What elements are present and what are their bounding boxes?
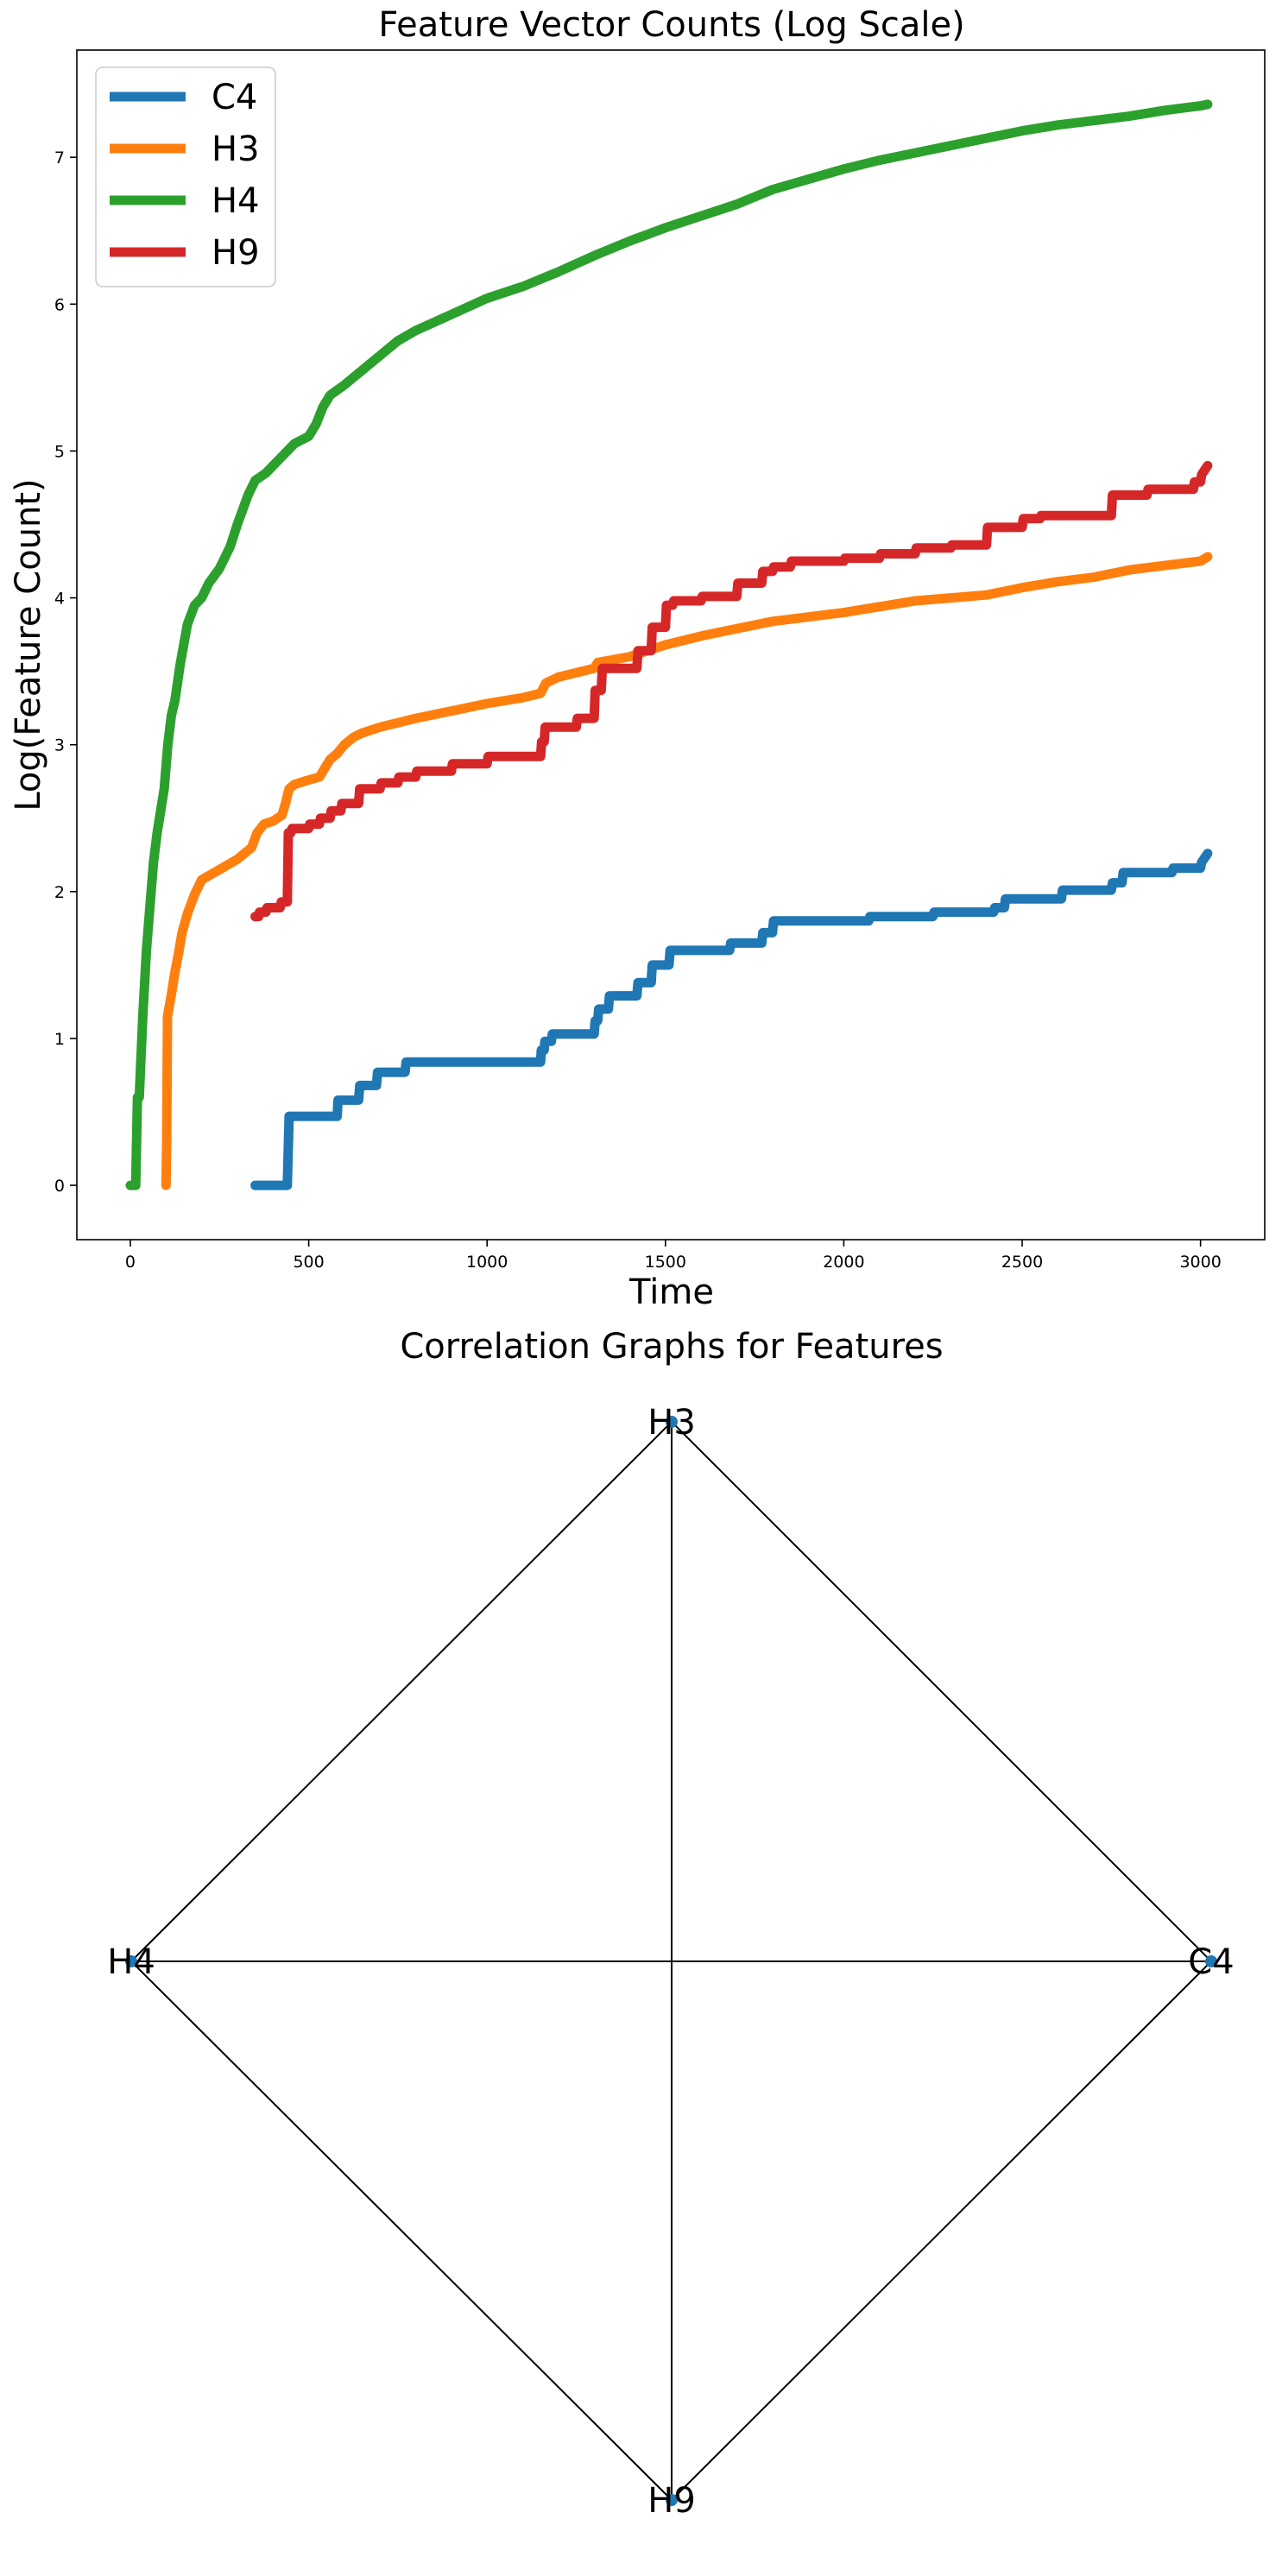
- graph-node-h4: [125, 1955, 137, 1967]
- x-tick-label: 500: [293, 1253, 324, 1272]
- y-tick: 4: [54, 590, 77, 609]
- graph-nodes: [125, 1416, 1217, 2506]
- y-tick-label: 2: [54, 883, 65, 902]
- x-tick: 0: [125, 1240, 136, 1272]
- x-tick-label: 3000: [1179, 1253, 1221, 1272]
- legend-label: H9: [212, 233, 260, 273]
- y-tick: 5: [54, 442, 77, 461]
- legend-entry-c4: C4: [110, 78, 257, 117]
- x-tick: 500: [293, 1240, 325, 1272]
- chart-title: Feature Vector Counts (Log Scale): [378, 5, 964, 45]
- x-tick: 3000: [1179, 1240, 1222, 1272]
- legend: C4 H3 H4 H9: [95, 66, 276, 287]
- y-tick: 1: [54, 1030, 77, 1049]
- x-tick-label: 1000: [466, 1253, 508, 1272]
- series-line-h4: [125, 99, 1213, 1190]
- graph-edges: [130, 1421, 1212, 2501]
- graph-node-h3: [666, 1416, 678, 1428]
- graph-edge-h4-h9: [130, 1960, 673, 2501]
- plot-area-frame: [76, 49, 1266, 1241]
- y-tick-label: 3: [54, 736, 65, 755]
- y-tick: 3: [54, 736, 77, 755]
- x-axis-ticks: 0 500 1000 1500 2000 2500 3000: [125, 1240, 1222, 1272]
- x-tick: 2000: [823, 1240, 865, 1272]
- y-tick: 7: [54, 148, 77, 167]
- y-tick-label: 0: [54, 1177, 65, 1196]
- graph-node-labels: H3 H4 C4 H9: [107, 1403, 1234, 2521]
- graph-edge-h3-c4: [671, 1421, 1212, 1962]
- series-line-h9: [250, 460, 1213, 922]
- series-line-h3: [161, 552, 1213, 1190]
- legend-box: [95, 66, 276, 287]
- x-tick: 1000: [466, 1240, 508, 1272]
- graph-edge-c4-h9: [671, 1960, 1212, 2501]
- graph-node-label-c4: C4: [1188, 1942, 1234, 1982]
- y-tick-label: 5: [54, 442, 65, 461]
- series-line-c4: [250, 849, 1213, 1190]
- y-tick: 0: [54, 1177, 77, 1196]
- series-layer: [125, 99, 1213, 1190]
- legend-label: C4: [212, 78, 257, 117]
- x-tick-label: 2000: [823, 1253, 864, 1272]
- x-tick-label: 0: [125, 1253, 136, 1272]
- legend-entry-h9: H9: [110, 233, 260, 273]
- y-tick-label: 4: [54, 590, 65, 609]
- legend-label: H4: [212, 181, 260, 221]
- graph-node-c4: [1205, 1955, 1217, 1967]
- graph-edge-h3-h4: [130, 1421, 673, 1962]
- graph-title: Correlation Graphs for Features: [400, 1329, 943, 1367]
- graph-node-label-h4: H4: [107, 1942, 155, 1982]
- x-tick: 2500: [1001, 1240, 1043, 1272]
- graph-node-h9: [666, 2494, 678, 2506]
- y-axis-label: Log(Feature Count): [9, 478, 48, 811]
- graph-node-label-h3: H3: [647, 1403, 696, 1443]
- y-tick-label: 7: [54, 148, 65, 167]
- legend-label: H3: [212, 129, 260, 169]
- legend-entry-h3: H3: [110, 129, 260, 169]
- y-tick: 6: [54, 295, 77, 314]
- x-tick-label: 2500: [1001, 1253, 1043, 1272]
- y-tick-label: 1: [54, 1030, 65, 1049]
- x-tick: 1500: [645, 1240, 686, 1272]
- graph-node-label-h9: H9: [647, 2481, 696, 2521]
- x-axis-label: Time: [628, 1272, 714, 1312]
- y-tick-label: 6: [54, 295, 65, 314]
- x-tick-label: 1500: [645, 1253, 686, 1272]
- legend-entry-h4: H4: [110, 181, 260, 221]
- correlation-graph: Correlation Graphs for Features H3 H4 C4 H9: [107, 1329, 1234, 2521]
- y-tick: 2: [54, 883, 77, 902]
- y-axis-ticks: 0 1 2 3 4 5 6 7: [54, 148, 77, 1196]
- feature-vector-counts-chart: Feature Vector Counts (Log Scale) 0 500 10…: [9, 5, 1266, 1312]
